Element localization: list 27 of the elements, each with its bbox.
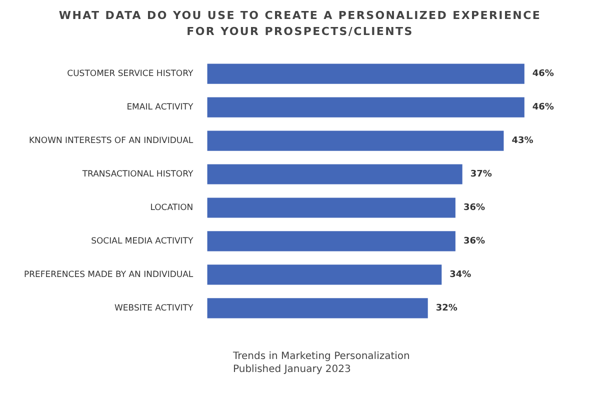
data-label: 32% [436, 304, 458, 314]
data-label: 36% [463, 203, 485, 214]
y-tick-label: CUSTOMER SERVICE HISTORY [67, 69, 194, 80]
chart-title: WHAT DATA DO YOU USE TO CREATE A PERSONALIZED EXPERIENCE FOR YOUR PROSPECTS/CLIENTS [58, 8, 542, 40]
data-label: 46% [532, 102, 554, 113]
bar [207, 164, 462, 184]
data-label: 46% [532, 69, 554, 80]
text: Published January 2023 [233, 363, 352, 376]
y-tick-label: PREFERENCES MADE BY AN INDIVIDUAL [24, 270, 194, 280]
y-tick-label: WEBSITE ACTIVITY [114, 303, 194, 314]
data-label: 43% [512, 136, 534, 146]
y-tick-label: EMAIL ACTIVITY [126, 102, 194, 113]
y-tick-label: SOCIAL MEDIA ACTIVITY [91, 236, 194, 246]
data-label: 37% [470, 170, 492, 180]
data-label: 36% [463, 236, 485, 247]
bar [207, 264, 442, 285]
text: Trends in Marketing Personalization [233, 350, 411, 363]
y-tick-label: TRANSACTIONAL HISTORY [81, 169, 194, 180]
y-tick-label: KNOWN INTERESTS OF AN INDIVIDUAL [28, 136, 194, 146]
data-label: 34% [450, 270, 472, 280]
bar [207, 231, 456, 252]
bar [207, 130, 504, 151]
bar [207, 298, 428, 318]
bar [207, 198, 456, 218]
bar [207, 64, 524, 84]
bar [207, 97, 524, 118]
y-tick-label: LOCATION [150, 202, 194, 213]
